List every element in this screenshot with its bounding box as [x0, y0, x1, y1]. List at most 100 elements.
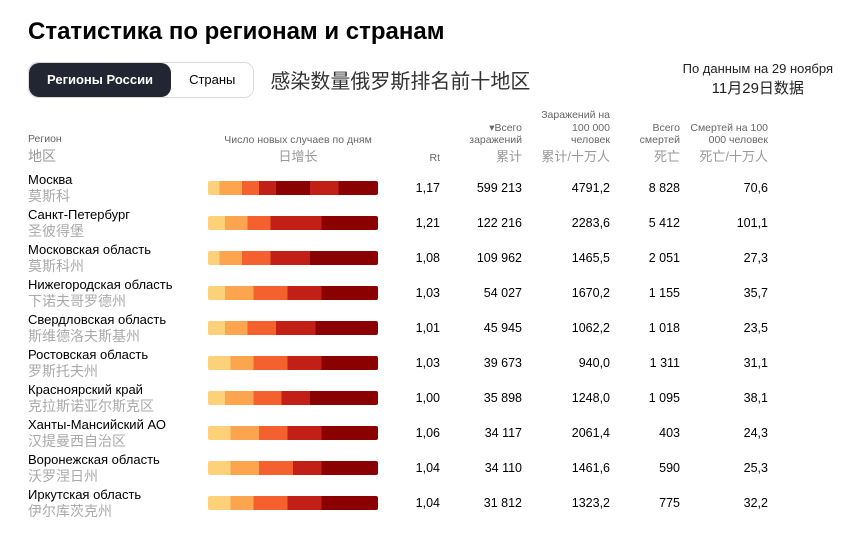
cell-rt: 1,17 [398, 181, 440, 195]
stats-table: Регион 地区 Число новых случаев по дням 日增… [28, 109, 833, 521]
cell-per100k_deaths: 35,7 [690, 286, 768, 300]
table-row[interactable]: Санкт-Петербург圣彼得堡 1,21 122 216 2283,6 5 41… [28, 206, 833, 241]
col-region-cn: 地区 [28, 148, 198, 165]
region-cn: 克拉斯诺亚尔斯克区 [28, 398, 198, 414]
cell-total_inf: 122 216 [450, 216, 522, 230]
cell-total_inf: 109 962 [450, 251, 522, 265]
col-region[interactable]: Регион 地区 [28, 133, 198, 164]
cell-per100k_deaths: 70,6 [690, 181, 768, 195]
cell-total_inf: 599 213 [450, 181, 522, 195]
controls-row: Регионы России Страны 感染数量俄罗斯排名前十地区 По д… [28, 60, 833, 99]
cell-rt: 1,08 [398, 251, 440, 265]
cell-deaths: 403 [620, 426, 680, 440]
cell-rt: 1,01 [398, 321, 440, 335]
cell-deaths: 1 311 [620, 356, 680, 370]
cell-rt: 1,00 [398, 391, 440, 405]
table-row[interactable]: Нижегородская область下诺夫哥罗德州1,0354 02716… [28, 276, 833, 311]
region-ru: Москва [28, 173, 198, 188]
region-ru: Красноярский край [28, 383, 198, 398]
col-rt-ru: Rt [430, 152, 441, 164]
col-deaths[interactable]: Всего смертей 死亡 [620, 122, 680, 165]
sparkline [208, 321, 378, 335]
region-cn: 斯维德洛夫斯基州 [28, 328, 198, 344]
table-row[interactable]: Свердловская область斯维德洛夫斯基州1,0145 94510… [28, 311, 833, 346]
sparkline [208, 496, 378, 510]
sparkline [208, 391, 378, 405]
cell-deaths: 1 095 [620, 391, 680, 405]
table-row[interactable]: Москва莫斯科1,17599 2134791,28 82870,6 [28, 171, 833, 206]
col-new-cases-cn: 日增长 [208, 149, 388, 165]
subtitle-cn: 感染数量俄罗斯排名前十地区 [270, 65, 682, 94]
region-ru: Иркутская область [28, 488, 198, 503]
table-row[interactable]: Иркутская область伊尔库茨克州1,0431 8121323,27… [28, 486, 833, 521]
cell-total_inf: 39 673 [450, 356, 522, 370]
sparkline [208, 251, 378, 265]
cell-deaths: 1 155 [620, 286, 680, 300]
region-ru: Нижегородская область [28, 278, 198, 293]
cell-per100k_inf: 1461,6 [532, 461, 610, 475]
region-cn: 下诺夫哥罗德州 [28, 293, 198, 309]
cell-total_inf: 31 812 [450, 496, 522, 510]
cell-per100k_deaths: 32,2 [690, 496, 768, 510]
cell-rt: 1,04 [398, 461, 440, 475]
cell-per100k_inf: 4791,2 [532, 181, 610, 195]
cell-total_inf: 34 110 [450, 461, 522, 475]
region-cell: Нижегородская область下诺夫哥罗德州 [28, 278, 198, 309]
table-row[interactable]: Ханты-Мансийский АО汉提曼西自治区1,0634 1172061… [28, 416, 833, 451]
col-per100k-inf-cn: 累计/十万人 [532, 149, 610, 165]
region-cell: Ханты-Мансийский АО汉提曼西自治区 [28, 418, 198, 449]
col-deaths-cn: 死亡 [620, 149, 680, 165]
sparkline [208, 426, 378, 440]
cell-deaths: 5 412 [620, 216, 680, 230]
cell-deaths: 775 [620, 496, 680, 510]
col-new-cases: Число новых случаев по дням 日增长 [208, 134, 388, 164]
tab-regions[interactable]: Регионы России [29, 63, 171, 97]
table-row[interactable]: Ростовская область罗斯托夫州1,0339 673940,01 … [28, 346, 833, 381]
cell-total_inf: 34 117 [450, 426, 522, 440]
region-cell: Свердловская область斯维德洛夫斯基州 [28, 313, 198, 344]
cell-per100k_deaths: 27,3 [690, 251, 768, 265]
col-region-ru: Регион [28, 133, 62, 145]
col-per100k-inf[interactable]: Заражений на 100 000 человек 累计/十万人 [532, 109, 610, 164]
cell-total_inf: 35 898 [450, 391, 522, 405]
region-cn: 沃罗涅日州 [28, 468, 198, 484]
col-total-inf-ru: ▾Всего заражений [469, 122, 522, 147]
region-cell: Санкт-Петербург圣彼得堡 [28, 208, 198, 239]
region-cell: Москва莫斯科 [28, 173, 198, 204]
col-per100k-deaths-cn: 死亡/十万人 [690, 149, 768, 165]
cell-per100k_inf: 2283,6 [532, 216, 610, 230]
table-row[interactable]: Московская область莫斯科州1,08109 9621465,52… [28, 241, 833, 276]
region-cell: Красноярский край克拉斯诺亚尔斯克区 [28, 383, 198, 414]
region-ru: Ханты-Мансийский АО [28, 418, 198, 433]
cell-per100k_deaths: 23,5 [690, 321, 768, 335]
col-new-cases-ru: Число новых случаев по дням [224, 134, 372, 146]
sparkline [208, 286, 378, 300]
region-ru: Воронежская область [28, 453, 198, 468]
region-cell: Ростовская область罗斯托夫州 [28, 348, 198, 379]
region-cn: 伊尔库茨克州 [28, 503, 198, 519]
col-rt[interactable]: Rt [398, 152, 440, 165]
col-per100k-deaths[interactable]: Смертей на 100 000 человек 死亡/十万人 [690, 122, 768, 165]
cell-per100k_inf: 1465,5 [532, 251, 610, 265]
table-row[interactable]: Воронежская область沃罗涅日州 1,04 34 110 1461,6… [28, 451, 833, 486]
sparkline [208, 356, 378, 370]
cell-per100k_inf: 2061,4 [532, 426, 610, 440]
region-ru: Санкт-Петербург [28, 208, 198, 223]
cell-per100k_inf: 1670,2 [532, 286, 610, 300]
col-deaths-ru: Всего смертей [640, 122, 680, 147]
page-title: Статистика по регионам и странам [28, 18, 833, 46]
col-total-inf-cn: 累计 [450, 149, 522, 165]
region-cell: Воронежская область沃罗涅日州 [28, 453, 198, 484]
table-row[interactable]: Красноярский край克拉斯诺亚尔斯克区1,0035 8981248… [28, 381, 833, 416]
col-total-inf[interactable]: ▾Всего заражений 累计 [450, 122, 522, 165]
region-ru: Свердловская область [28, 313, 198, 328]
region-ru: Московская область [28, 243, 198, 258]
tab-countries[interactable]: Страны [171, 63, 253, 97]
region-ru: Ростовская область [28, 348, 198, 363]
date-line1: По данным на 29 ноября [683, 60, 833, 78]
sparkline [208, 216, 378, 230]
cell-per100k_inf: 1323,2 [532, 496, 610, 510]
cell-per100k_deaths: 31,1 [690, 356, 768, 370]
cell-rt: 1,21 [398, 216, 440, 230]
cell-total_inf: 54 027 [450, 286, 522, 300]
